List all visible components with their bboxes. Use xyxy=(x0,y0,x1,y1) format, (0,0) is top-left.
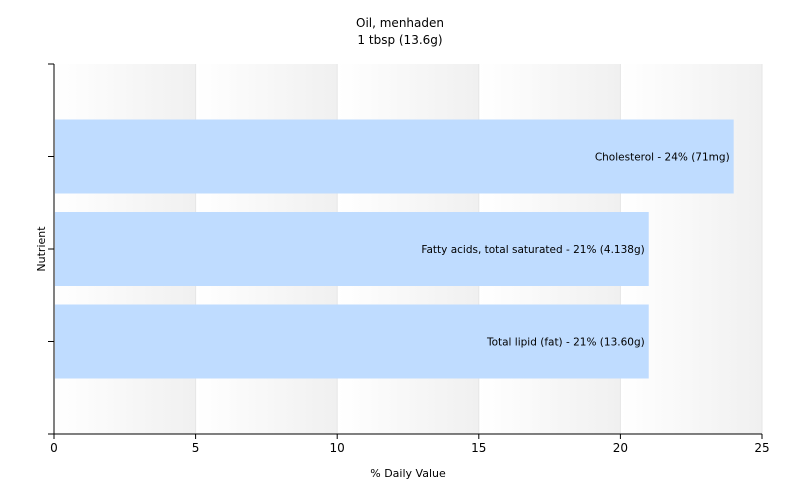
chart-texts: Oil, menhaden 1 tbsp (13.6g) % Daily Val… xyxy=(35,16,446,480)
bar xyxy=(55,119,734,194)
bar-label: Fatty acids, total saturated - 21% (4.13… xyxy=(421,244,644,256)
bar xyxy=(55,304,649,379)
x-axis-label: % Daily Value xyxy=(370,467,446,480)
x-tick-label: 5 xyxy=(192,441,200,455)
chart-title: Oil, menhaden xyxy=(356,16,444,30)
x-tick-label: 15 xyxy=(471,441,486,455)
x-tick-label: 10 xyxy=(330,441,345,455)
x-tick-label: 0 xyxy=(50,441,58,455)
bar-label: Cholesterol - 24% (71mg) xyxy=(595,152,730,164)
bar-label: Total lipid (fat) - 21% (13.60g) xyxy=(486,337,645,349)
chart-subtitle: 1 tbsp (13.6g) xyxy=(357,33,442,47)
bar xyxy=(55,212,649,286)
y-axis-label: Nutrient xyxy=(35,226,48,272)
x-tick-label: 20 xyxy=(613,441,628,455)
axes: 0 5 10 15 20 25 xyxy=(48,63,770,455)
bars: Cholesterol - 24% (71mg) Fatty acids, tot… xyxy=(55,119,734,379)
x-tick-label: 25 xyxy=(754,441,769,455)
